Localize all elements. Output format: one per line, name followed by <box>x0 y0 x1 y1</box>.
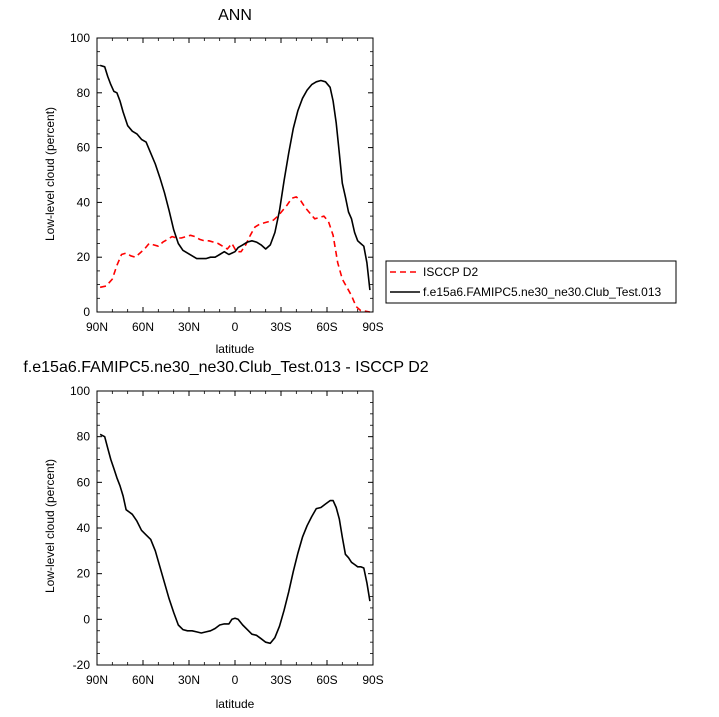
legend-label-model: f.e15a6.FAMIPC5.ne30_ne30.Club_Test.013 <box>423 285 661 299</box>
top-chart-series <box>99 64 371 313</box>
top-chart-xlabel: latitude <box>216 342 255 356</box>
y-tick-label: 0 <box>83 305 90 319</box>
top-chart-title: ANN <box>218 7 252 24</box>
series-line-model <box>99 64 371 291</box>
y-tick-label: 60 <box>77 475 91 489</box>
legend: ISCCP D2 f.e15a6.FAMIPC5.ne30_ne30.Club_… <box>385 260 677 304</box>
bottom-chart-series <box>99 433 371 645</box>
top-chart-tick-labels: 0 20 40 60 80 100 90N 60N 30N 0 30S 60S 90S <box>70 31 384 334</box>
y-tick-label: 100 <box>70 384 90 398</box>
y-tick-label: 60 <box>77 141 91 155</box>
x-tick-label: 60N <box>132 320 154 334</box>
x-tick-label: 90S <box>362 673 383 687</box>
legend-label-isccp: ISCCP D2 <box>423 265 478 279</box>
bottom-chart-ylabel: Low-level cloud (percent) <box>43 459 57 593</box>
series-line-model <box>99 433 371 645</box>
y-tick-label: 40 <box>77 521 91 535</box>
y-tick-label: 20 <box>77 567 91 581</box>
bottom-chart: f.e15a6.FAMIPC5.ne30_ne30.Club_Test.013 … <box>23 359 428 711</box>
x-tick-label: 30N <box>178 320 200 334</box>
x-tick-label: 60N <box>132 673 154 687</box>
x-tick-label: 90N <box>86 320 108 334</box>
x-tick-label: 0 <box>232 320 239 334</box>
y-tick-label: 0 <box>83 612 90 626</box>
top-chart-ylabel: Low-level cloud (percent) <box>43 107 57 241</box>
y-tick-label: 80 <box>77 430 91 444</box>
y-tick-label: 20 <box>77 250 91 264</box>
bottom-chart-ticks <box>96 390 374 666</box>
y-tick-label: 40 <box>77 195 91 209</box>
x-tick-label: 90S <box>362 320 383 334</box>
y-tick-label: -20 <box>73 658 91 672</box>
x-tick-label: 30S <box>270 320 291 334</box>
bottom-chart-xlabel: latitude <box>216 697 255 711</box>
x-tick-label: 0 <box>232 673 239 687</box>
x-tick-label: 30S <box>270 673 291 687</box>
bottom-chart-tick-labels: -20 0 20 40 60 80 100 90N 60N 30N 0 30S 60S 90S <box>70 384 384 687</box>
x-tick-label: 60S <box>316 673 337 687</box>
top-chart: ANN Low-level cloud (percent) latitude 0… <box>43 7 677 356</box>
legend-box <box>385 260 677 304</box>
bottom-chart-title: f.e15a6.FAMIPC5.ne30_ne30.Club_Test.013 … <box>23 359 428 376</box>
x-tick-label: 90N <box>86 673 108 687</box>
top-chart-ticks <box>96 37 374 313</box>
y-tick-label: 100 <box>70 31 90 45</box>
bottom-chart-frame <box>96 390 374 666</box>
x-tick-label: 60S <box>316 320 337 334</box>
top-chart-frame <box>96 37 374 313</box>
x-tick-label: 30N <box>178 673 200 687</box>
y-tick-label: 80 <box>77 86 91 100</box>
series-line-isccp <box>99 196 371 313</box>
